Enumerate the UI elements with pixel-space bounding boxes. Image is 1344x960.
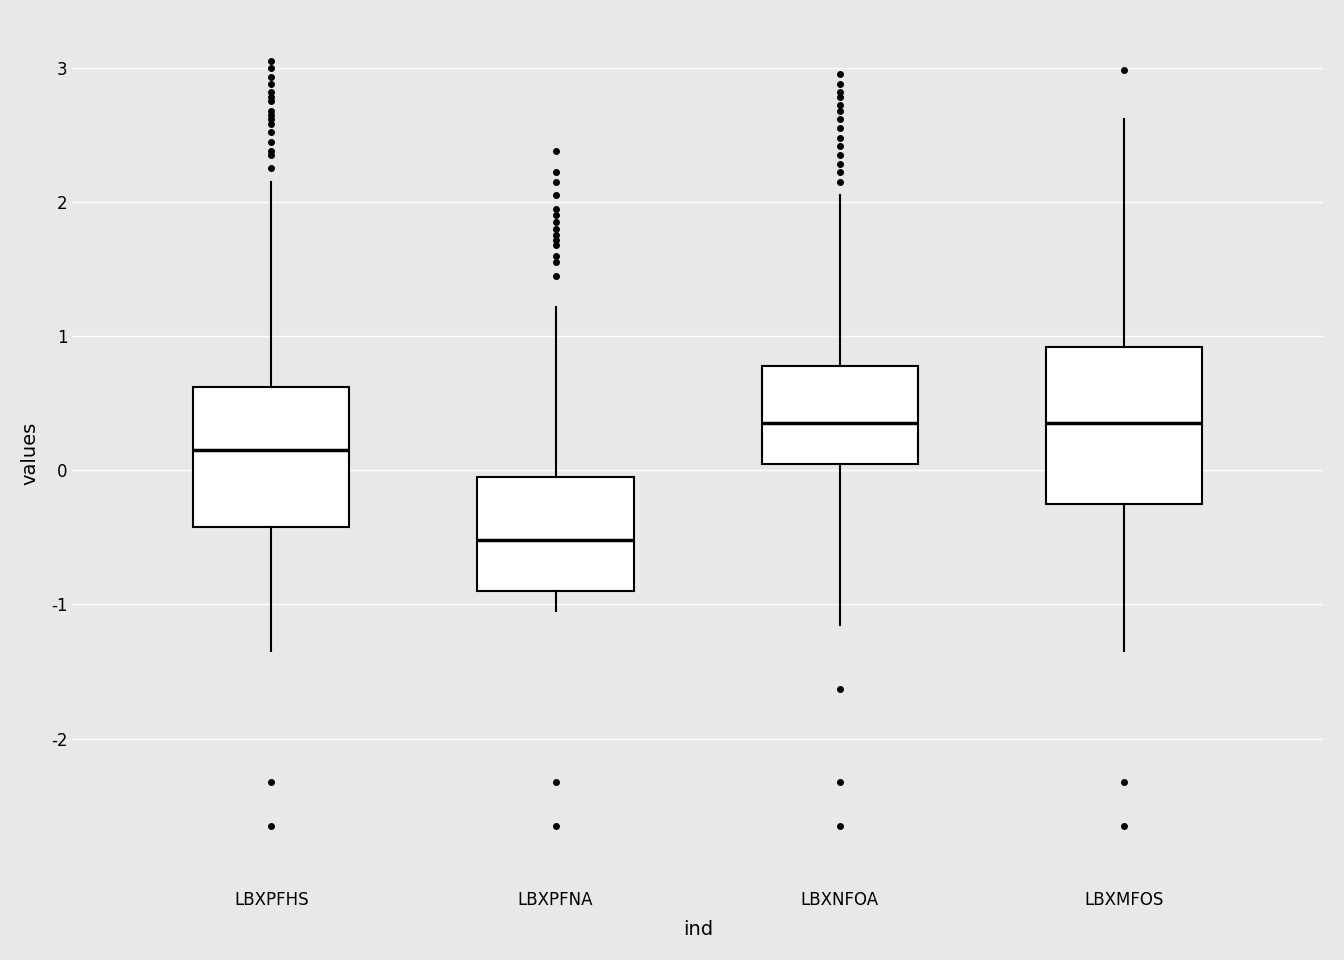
PathPatch shape [762,366,918,464]
PathPatch shape [194,387,349,527]
Y-axis label: values: values [22,421,40,485]
X-axis label: ind: ind [683,921,712,939]
PathPatch shape [1046,347,1203,504]
PathPatch shape [477,477,634,591]
